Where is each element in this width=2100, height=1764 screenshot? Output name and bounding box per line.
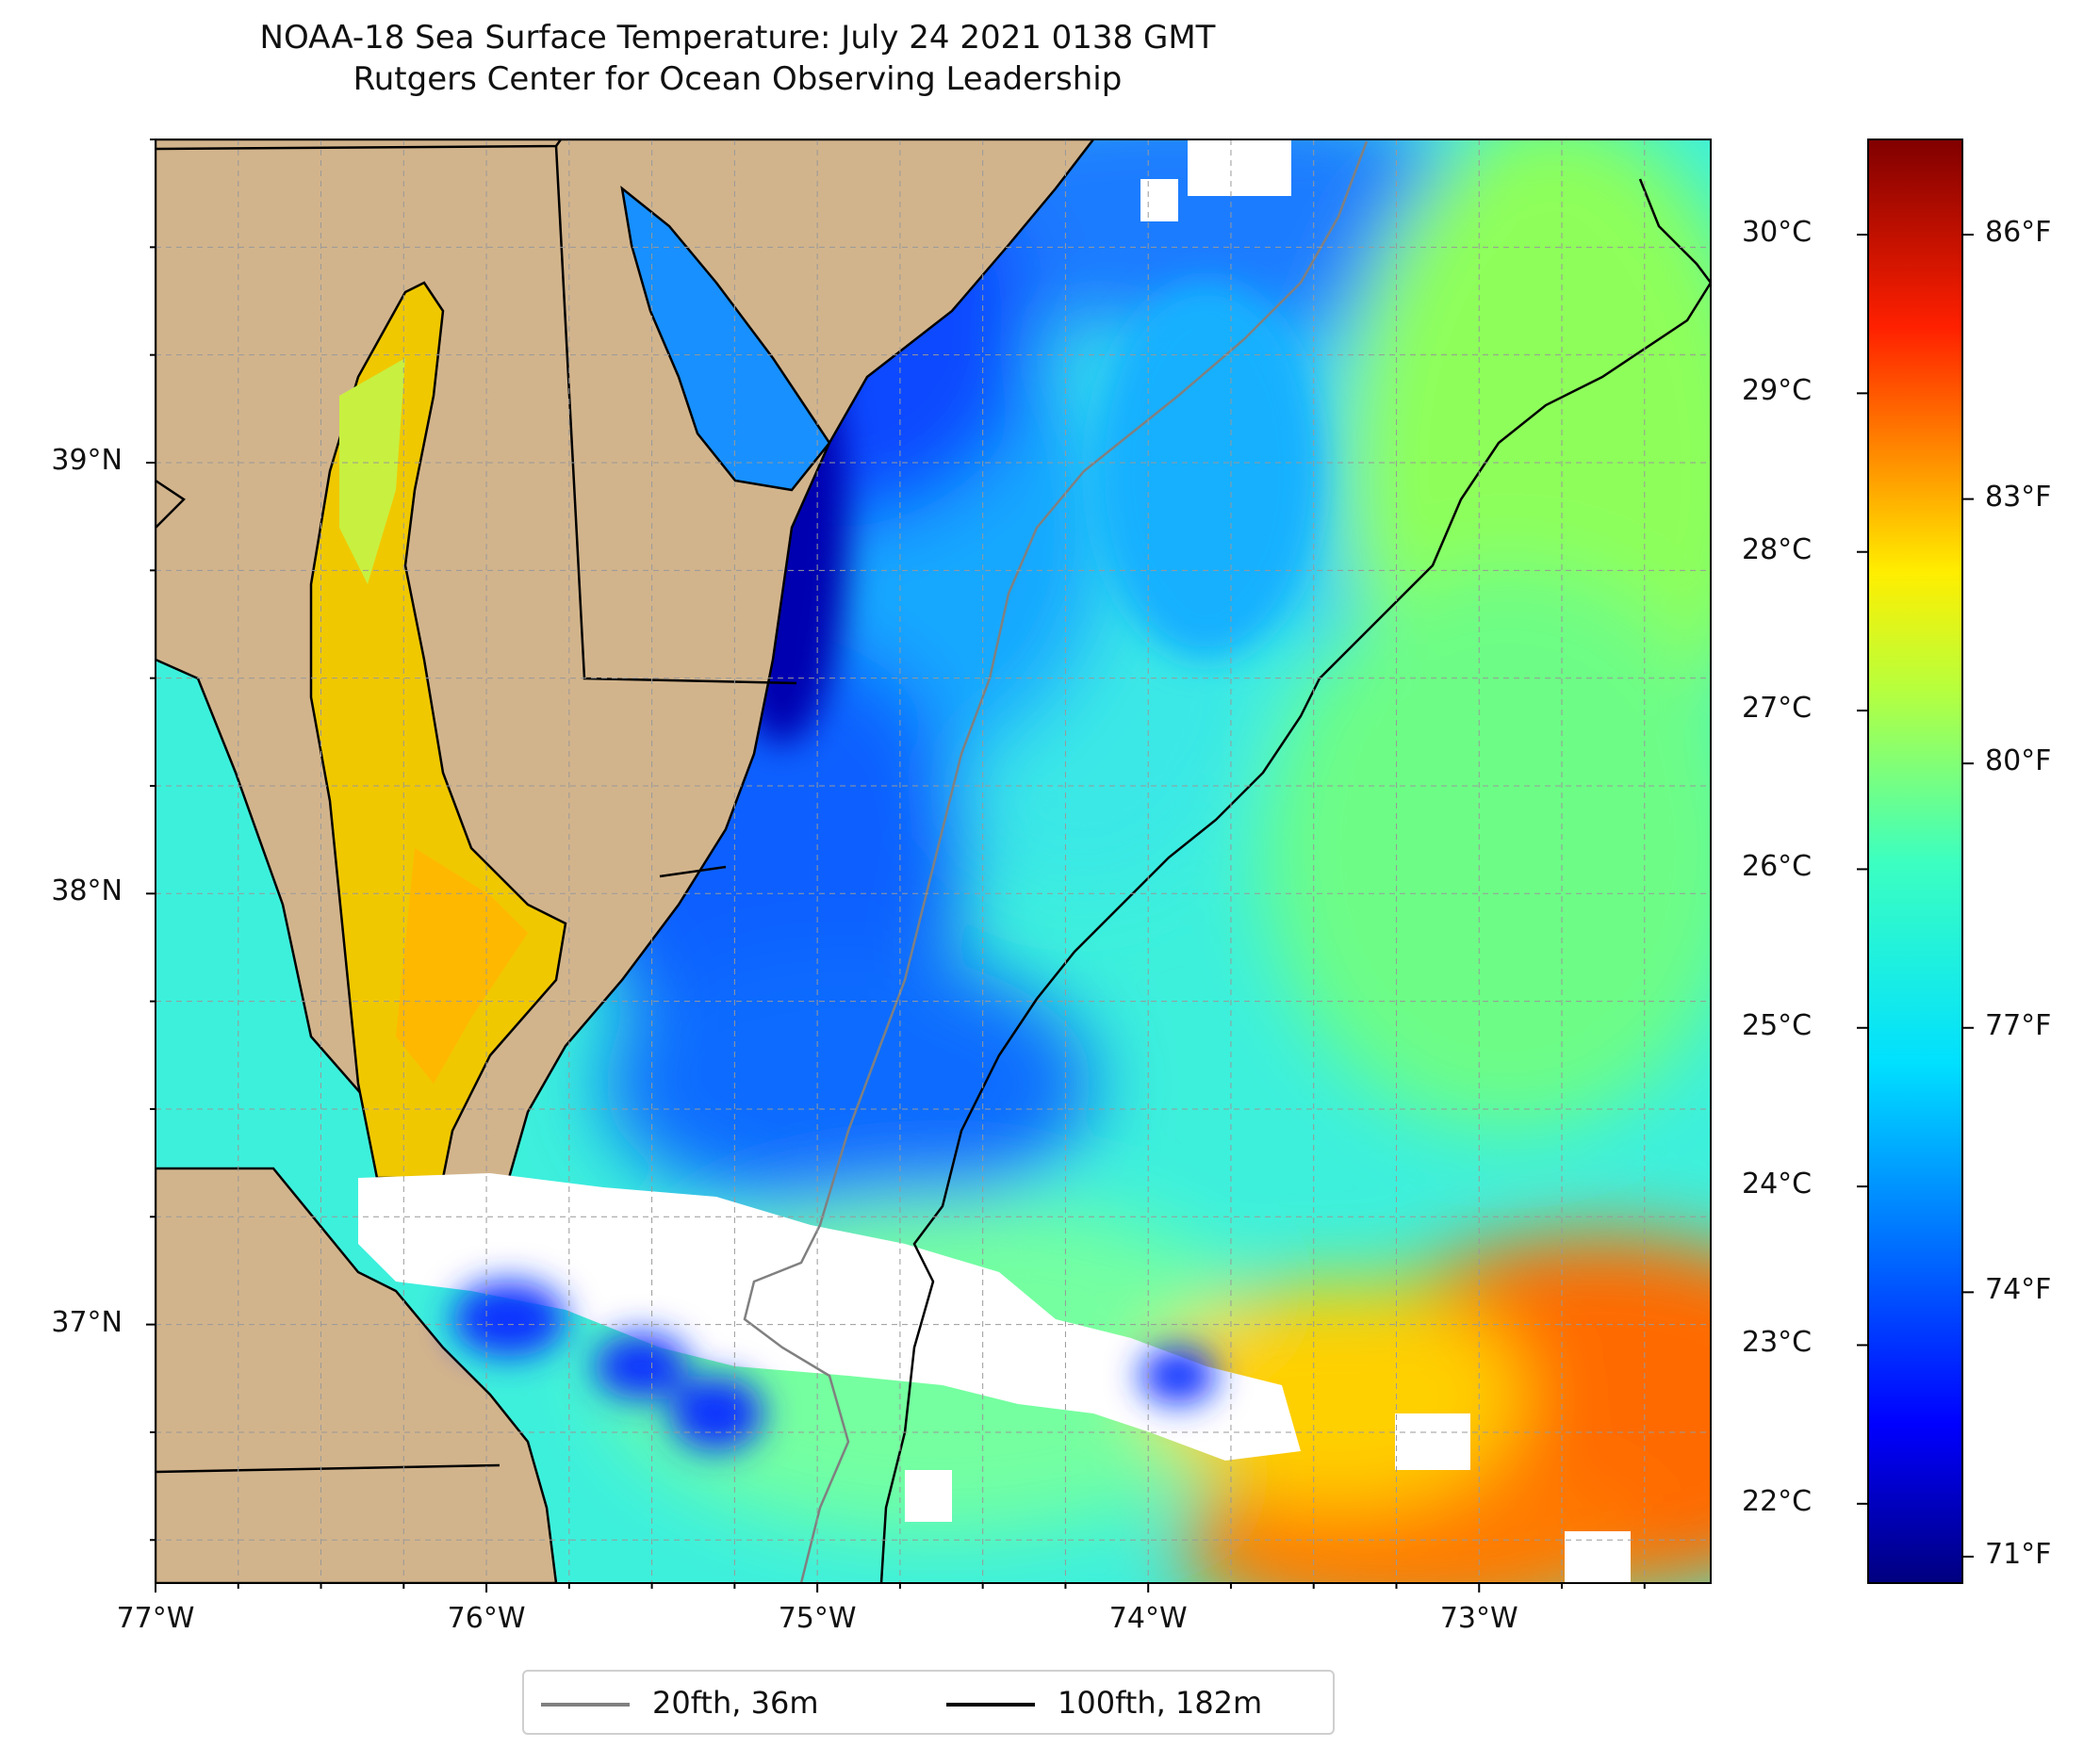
legend-label-100fth: 100fth, 182m [1058,1685,1263,1721]
x-tick-label: 77°W [116,1602,195,1635]
x-tick-label: 76°W [447,1602,526,1635]
colorbar-celsius-label: 22°C [1742,1484,1813,1518]
colorbar-celsius-label: 29°C [1742,374,1813,408]
colorbar-celsius-label: 28°C [1742,532,1813,566]
colorbar-fahrenheit-label: 71°F [1985,1537,2052,1571]
colorbar-celsius-label: 24°C [1742,1168,1813,1201]
map-frame [155,139,1712,1584]
y-tick-label: 37°N [51,1305,123,1339]
x-tick-label: 75°W [778,1602,857,1635]
land-virginia [156,1167,558,1583]
x-tick-label: 73°W [1439,1602,1518,1635]
colorbar-fahrenheit-label: 74°F [1985,1273,2052,1307]
colorbar-fahrenheit-label: 83°F [1985,480,2052,514]
delaware-bay [620,185,831,492]
colorbar-fahrenheit-label: 77°F [1985,1008,2052,1042]
legend-swatch-20fth [541,1703,630,1707]
colorbar-fahrenheit-label: 80°F [1985,744,2052,778]
legend-swatch-100fth [946,1703,1035,1707]
colorbar [1867,139,1963,1584]
colorbar-fahrenheit-label: 86°F [1985,216,2052,249]
colorbar-celsius-label: 25°C [1742,1008,1813,1042]
colorbar-celsius-label: 30°C [1742,216,1813,249]
map-subtitle: Rutgers Center for Ocean Observing Leade… [353,60,1123,98]
colorbar-celsius-label: 26°C [1742,850,1813,884]
state-borders [156,139,797,1474]
gridlines [156,139,1711,1583]
colorbar-celsius-label: 27°C [1742,692,1813,726]
legend: 20fth, 36m 100fth, 182m [522,1670,1335,1735]
colorbar-celsius-label: 23°C [1742,1326,1813,1360]
legend-label-20fth: 20fth, 36m [652,1685,819,1721]
isobath-20fth [743,140,1369,1583]
x-tick-label: 74°W [1108,1602,1188,1635]
map-title: NOAA-18 Sea Surface Temperature: July 24… [259,19,1216,57]
y-tick-label: 39°N [51,443,123,477]
y-tick-label: 38°N [51,874,123,908]
